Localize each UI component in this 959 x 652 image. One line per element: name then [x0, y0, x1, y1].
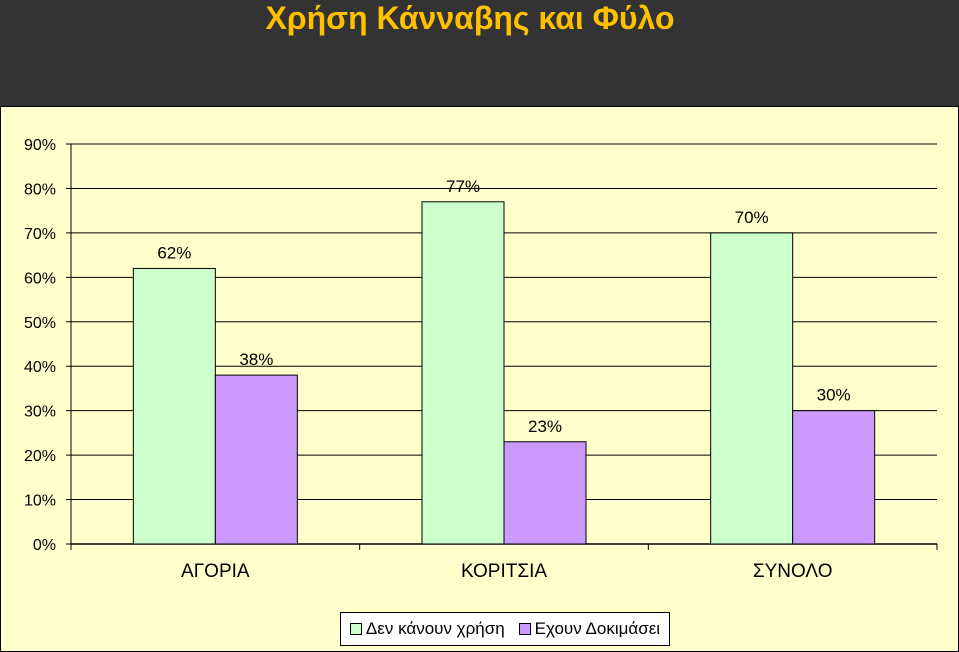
- legend-entry-tried: Εχουν Δοκιμάσει: [518, 619, 661, 639]
- y-tick-label: 10%: [24, 493, 56, 510]
- y-tick-label: 30%: [24, 404, 56, 421]
- legend-label-tried: Εχουν Δοκιμάσει: [534, 619, 661, 638]
- bar: [503, 441, 587, 545]
- bar: [710, 232, 794, 545]
- data-label: 62%: [157, 243, 191, 262]
- category-label: ΚΟΡΙΤΣΙΑ: [461, 561, 547, 582]
- y-tick-label: 50%: [24, 315, 56, 332]
- data-label: 30%: [817, 386, 851, 405]
- bar: [214, 374, 298, 545]
- chart-title: Χρήση Κάνναβης και Φύλο: [265, 0, 675, 36]
- legend-swatch-tried: [518, 623, 531, 635]
- bar: [132, 267, 216, 545]
- legend-swatch-no-use: [349, 623, 362, 635]
- y-tick-label: 60%: [24, 270, 56, 287]
- y-tick-label: 0%: [33, 537, 56, 554]
- category-label: ΑΓΟΡΙΑ: [181, 561, 250, 582]
- bar: [792, 410, 876, 545]
- data-label: 23%: [528, 417, 562, 436]
- data-label: 77%: [446, 177, 480, 196]
- y-tick-label: 70%: [24, 226, 56, 243]
- y-tick-label: 80%: [24, 181, 56, 198]
- legend: Δεν κάνουν χρήση Εχουν Δοκιμάσει: [340, 612, 670, 646]
- bar: [421, 201, 505, 545]
- data-label: 70%: [735, 208, 769, 227]
- y-tick-label: 40%: [24, 359, 56, 376]
- legend-entry-no-use: Δεν κάνουν χρήση: [349, 619, 505, 639]
- data-label: 38%: [239, 350, 273, 369]
- legend-label-no-use: Δεν κάνουν χρήση: [365, 619, 505, 638]
- y-tick-label: 90%: [24, 137, 56, 154]
- y-tick-label: 20%: [24, 448, 56, 465]
- category-label: ΣΥΝΟΛΟ: [753, 561, 833, 582]
